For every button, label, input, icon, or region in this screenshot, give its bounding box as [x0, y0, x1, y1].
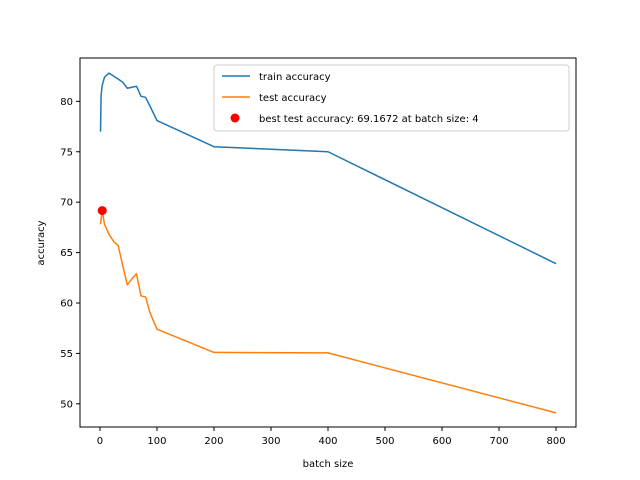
x-tick-label: 100 [147, 436, 166, 447]
y-tick-label: 55 [60, 349, 73, 360]
y-tick-label: 65 [60, 248, 73, 259]
series-line-test-accuracy [99, 209, 557, 414]
x-tick-label: 700 [489, 436, 508, 447]
x-tick-label: 600 [432, 436, 451, 447]
y-axis-label: accuracy [36, 220, 47, 265]
best-test-accuracy-marker [97, 206, 107, 216]
x-tick-label: 800 [546, 436, 565, 447]
legend: train accuracy test accuracy best test a… [213, 64, 570, 132]
plot-lines [97, 72, 557, 414]
y-axis-ticks: 50 55 60 65 70 75 80 [60, 97, 80, 410]
legend-label-test-accuracy: test accuracy [259, 93, 327, 104]
x-tick-label: 300 [261, 436, 280, 447]
legend-box [213, 64, 570, 132]
x-tick-label: 400 [318, 436, 337, 447]
y-tick-label: 70 [60, 198, 73, 209]
x-tick-label: 500 [375, 436, 394, 447]
y-tick-label: 80 [60, 97, 73, 108]
y-tick-label: 75 [60, 147, 73, 158]
y-tick-label: 50 [60, 399, 73, 410]
series-line-train-accuracy [99, 72, 557, 265]
legend-label-best-test-accuracy: best test accuracy: 69.1672 at batch siz… [259, 114, 479, 125]
x-axis-label: batch size [303, 459, 354, 470]
legend-swatch-best-test-accuracy [230, 113, 240, 123]
x-axis-ticks: 0 100 200 300 400 500 600 700 800 [97, 427, 566, 447]
legend-label-train-accuracy: train accuracy [259, 72, 331, 83]
x-tick-label: 200 [204, 436, 223, 447]
x-tick-label: 0 [97, 436, 103, 447]
y-tick-label: 60 [60, 298, 73, 309]
